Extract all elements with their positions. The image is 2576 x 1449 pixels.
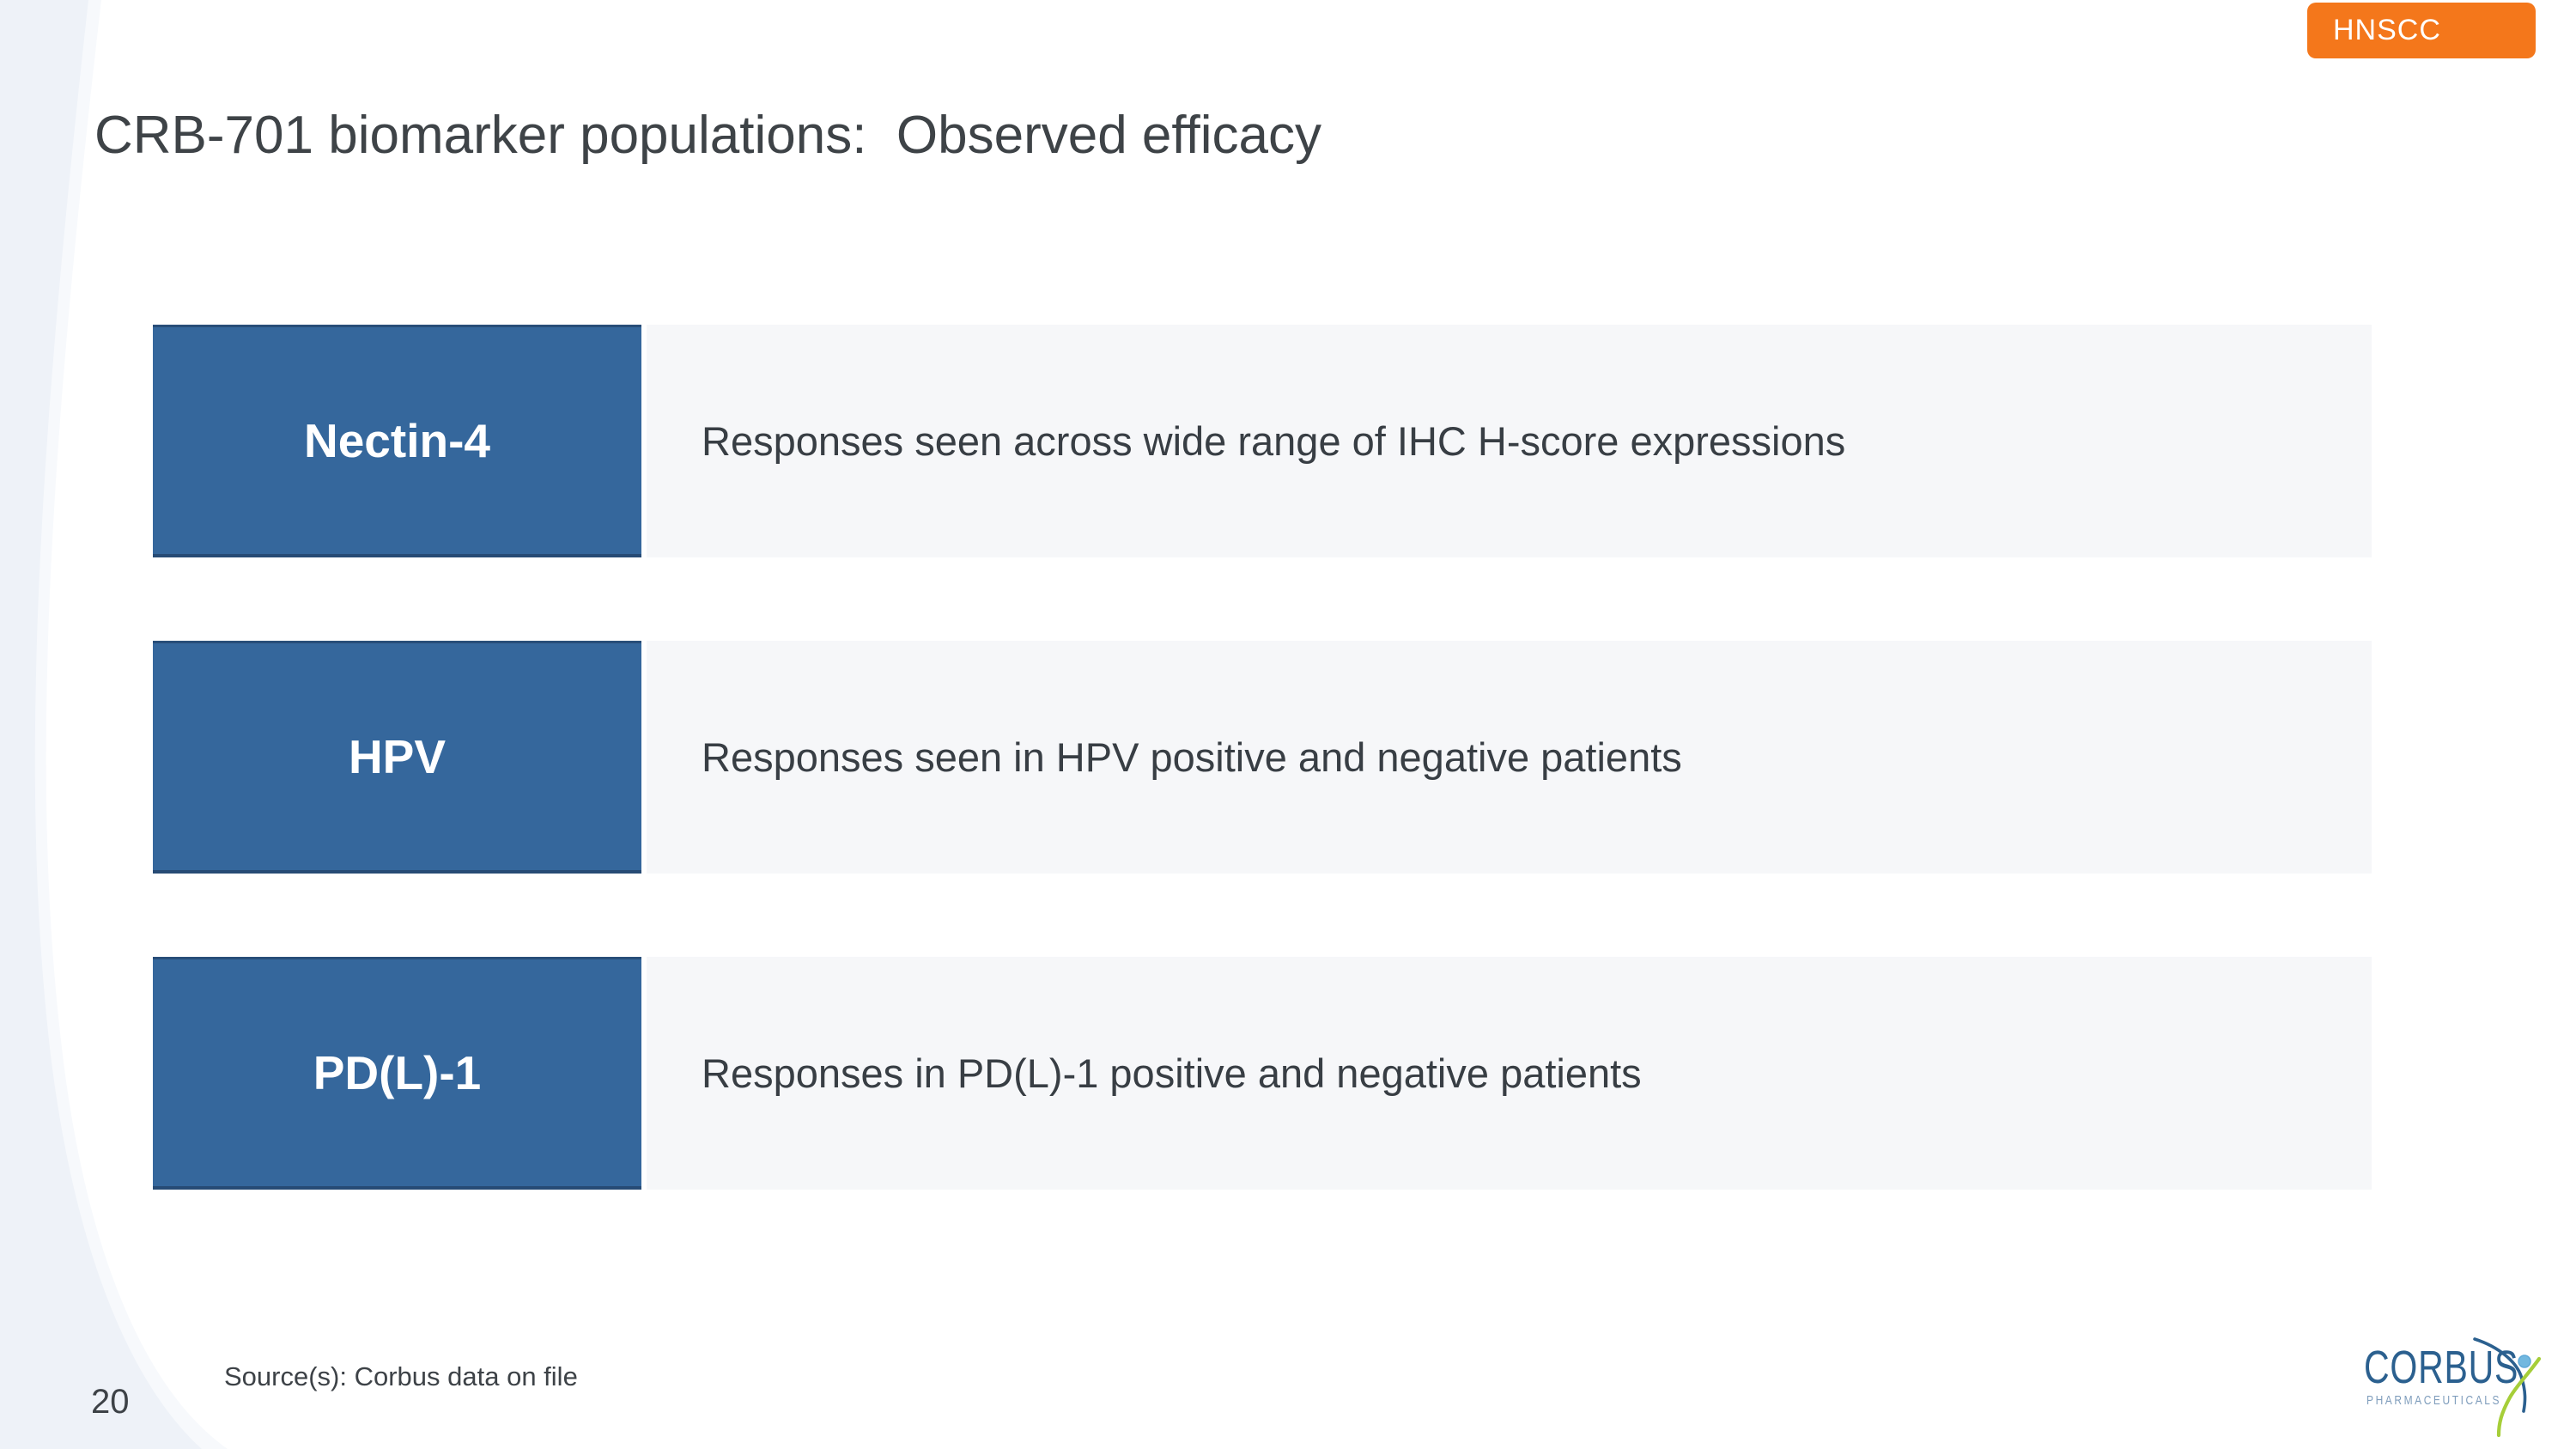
biomarker-description: Responses in PD(L)-1 positive and negati… bbox=[702, 1050, 1642, 1096]
page-number: 20 bbox=[91, 1383, 130, 1421]
logo-figure-green-swoosh bbox=[2496, 1356, 2542, 1438]
biomarker-label: HPV bbox=[348, 730, 447, 783]
logo-figure-blue-swoosh bbox=[2473, 1337, 2527, 1413]
biomarker-label-box: HPV bbox=[153, 641, 641, 874]
biomarker-row-hpv: HPV Responses seen in HPV positive and n… bbox=[153, 641, 2372, 874]
biomarker-label-box: PD(L)-1 bbox=[153, 957, 641, 1190]
biomarker-label: PD(L)-1 bbox=[313, 1046, 482, 1099]
left-curve-decoration bbox=[0, 0, 228, 1449]
biomarker-description: Responses seen across wide range of IHC … bbox=[702, 418, 1846, 464]
biomarker-description: Responses seen in HPV positive and negat… bbox=[702, 734, 1682, 780]
biomarker-description-panel: Responses seen across wide range of IHC … bbox=[647, 325, 2372, 557]
indication-badge-label: HNSCC bbox=[2333, 14, 2441, 46]
biomarker-row-pdl1: PD(L)-1 Responses in PD(L)-1 positive an… bbox=[153, 957, 2372, 1190]
logo-figure-icon bbox=[2473, 1337, 2542, 1438]
indication-badge: HNSCC bbox=[2307, 3, 2536, 58]
logo-subtitle: PHARMACEUTICALS bbox=[2366, 1393, 2502, 1408]
source-note: Source(s): Corbus data on file bbox=[224, 1361, 578, 1391]
biomarker-description-panel: Responses in PD(L)-1 positive and negati… bbox=[647, 957, 2372, 1190]
biomarker-label: Nectin-4 bbox=[304, 414, 490, 467]
logo-wordmark: CORBUS bbox=[2364, 1342, 2519, 1393]
biomarker-description-panel: Responses seen in HPV positive and negat… bbox=[647, 641, 2372, 874]
left-curve-band bbox=[0, 0, 202, 1449]
logo-figure-head bbox=[2518, 1355, 2531, 1368]
biomarker-row-nectin4: Nectin-4 Responses seen across wide rang… bbox=[153, 325, 2372, 557]
slide-title: CRB-701 biomarker populations: Observed … bbox=[94, 106, 1321, 165]
biomarker-label-box: Nectin-4 bbox=[153, 325, 641, 557]
left-curve-band-light bbox=[0, 0, 228, 1449]
